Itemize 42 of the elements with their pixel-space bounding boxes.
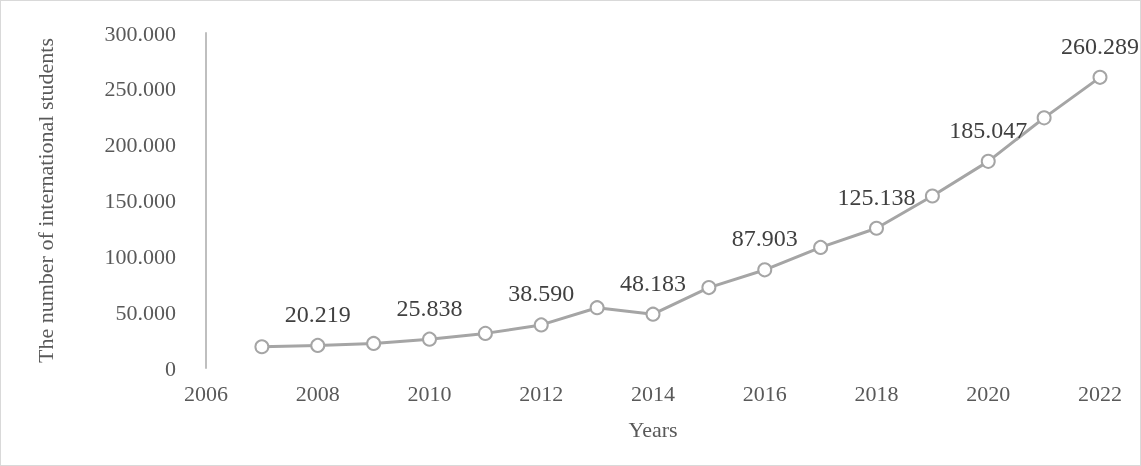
x-tick-label: 2016: [742, 380, 787, 406]
point: [422, 331, 437, 347]
data-label: 125.138: [837, 183, 916, 210]
y-tick-label: 250.000: [104, 76, 176, 102]
point: [533, 317, 549, 333]
point: [701, 280, 717, 296]
point: [869, 220, 884, 236]
x-tick-label: 2014: [631, 380, 675, 406]
x-tick-label: 2010: [407, 380, 452, 406]
x-tick-label: 2018: [854, 380, 899, 406]
x-tick-label: 2020: [966, 380, 1011, 406]
x-tick-label: 2022: [1078, 380, 1122, 406]
point: [980, 153, 996, 169]
data-label: 185.047: [949, 116, 1028, 143]
point: [1092, 69, 1108, 85]
point: [589, 300, 605, 316]
point: [310, 337, 326, 353]
data-label: 48.183: [620, 269, 686, 296]
y-tick-label: 100.000: [104, 243, 176, 269]
data-label: 260.289: [1061, 32, 1139, 59]
data-label: 38.590: [508, 280, 575, 307]
data-label: 25.838: [396, 294, 463, 321]
point: [366, 335, 382, 351]
point: [813, 239, 829, 255]
data-label: 20.219: [284, 300, 351, 327]
y-axis-title: The number of international students: [32, 37, 58, 364]
y-tick-label: 0: [165, 355, 176, 381]
data-label: 87.903: [731, 225, 798, 252]
point: [757, 262, 773, 278]
x-tick-label: 2006: [184, 380, 228, 406]
point: [1036, 110, 1052, 126]
y-tick-label: 50.000: [115, 299, 176, 325]
x-tick-label: 2012: [519, 380, 564, 406]
y-tick-label: 200.000: [104, 132, 176, 158]
point: [477, 325, 493, 341]
point: [645, 306, 661, 322]
point: [924, 188, 940, 204]
point: [254, 339, 270, 355]
x-axis-title: Years: [628, 416, 678, 442]
y-tick-label: 300.000: [104, 20, 176, 46]
y-tick-label: 150.000: [104, 188, 176, 213]
x-tick-label: 2008: [295, 380, 340, 406]
